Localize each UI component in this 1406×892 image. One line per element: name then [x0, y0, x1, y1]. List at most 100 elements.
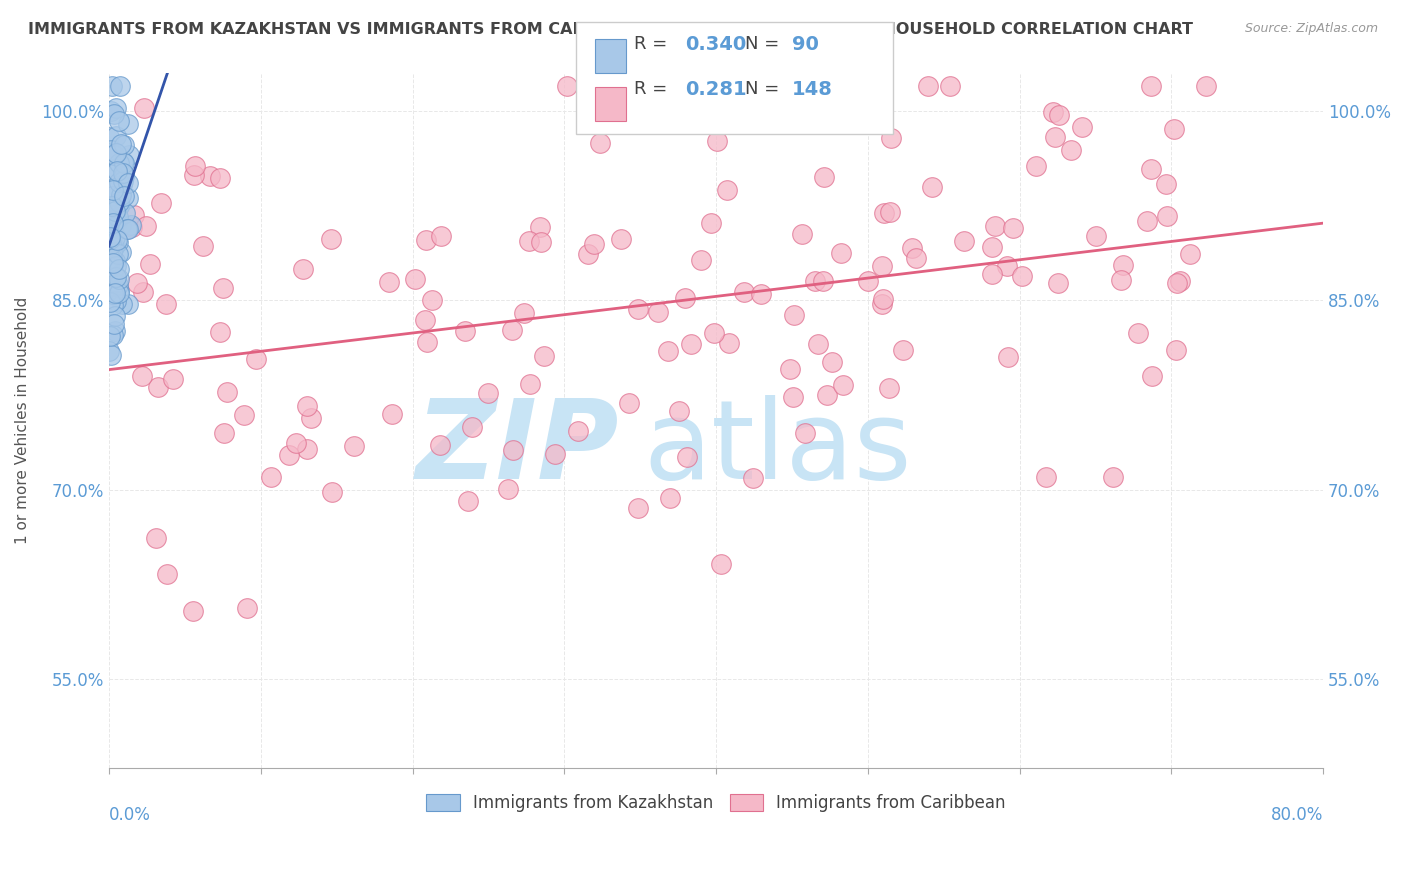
Point: [100, 229, 122, 244]
Point: [1001, 220, 1024, 235]
Point: [125, 276, 148, 290]
Point: [1163, 121, 1185, 136]
Point: [146, 379, 169, 393]
Point: [297, 442, 319, 456]
Point: [101, 78, 124, 93]
Point: [245, 351, 267, 366]
Point: [110, 197, 132, 211]
Point: [107, 211, 129, 225]
Point: [718, 335, 741, 350]
Point: [101, 287, 124, 301]
Point: [135, 219, 157, 233]
Point: [117, 148, 139, 162]
Point: [872, 293, 894, 307]
Point: [108, 194, 131, 209]
Point: [105, 146, 128, 161]
Point: [659, 491, 682, 505]
Point: [1154, 177, 1177, 191]
Text: 0.281: 0.281: [685, 80, 747, 99]
Point: [117, 221, 139, 235]
Point: [111, 174, 134, 188]
Point: [105, 129, 128, 144]
Point: [1043, 129, 1066, 144]
Point: [162, 372, 184, 386]
Point: [100, 199, 122, 213]
Point: [235, 601, 257, 615]
Text: Source: ZipAtlas.com: Source: ZipAtlas.com: [1244, 22, 1378, 36]
Point: [529, 220, 551, 235]
Point: [1047, 107, 1070, 121]
Point: [877, 380, 900, 394]
Point: [101, 216, 124, 230]
Text: atlas: atlas: [643, 394, 911, 501]
Point: [710, 557, 733, 571]
Point: [98, 234, 121, 248]
Point: [103, 148, 125, 162]
Point: [794, 426, 817, 441]
Text: 148: 148: [792, 80, 832, 99]
Point: [110, 244, 132, 259]
Point: [457, 494, 479, 508]
Point: [980, 267, 1002, 281]
Point: [378, 276, 401, 290]
Text: N =: N =: [745, 35, 779, 53]
Point: [984, 219, 1007, 234]
Text: R =: R =: [634, 80, 668, 98]
Point: [997, 350, 1019, 364]
Point: [879, 204, 901, 219]
Point: [100, 232, 122, 246]
Point: [681, 337, 703, 351]
Point: [101, 220, 124, 235]
Point: [588, 136, 610, 151]
Point: [107, 246, 129, 260]
Point: [111, 154, 134, 169]
Point: [104, 309, 127, 323]
Point: [108, 175, 131, 189]
Point: [872, 206, 894, 220]
Point: [381, 408, 404, 422]
Point: [101, 213, 124, 227]
Point: [100, 348, 122, 362]
Point: [212, 425, 235, 440]
Point: [101, 166, 124, 180]
Point: [108, 284, 131, 298]
Point: [98, 343, 121, 358]
Point: [1164, 343, 1187, 357]
Point: [105, 270, 128, 285]
Point: [477, 385, 499, 400]
Point: [1140, 78, 1163, 93]
Point: [103, 240, 125, 254]
Point: [104, 293, 127, 308]
Point: [832, 377, 855, 392]
Point: [181, 604, 204, 618]
Point: [856, 274, 879, 288]
Point: [301, 411, 323, 425]
Point: [995, 259, 1018, 273]
Point: [981, 240, 1004, 254]
Text: 80.0%: 80.0%: [1271, 805, 1323, 824]
Point: [1195, 78, 1218, 93]
Point: [200, 169, 222, 183]
Point: [184, 159, 207, 173]
Point: [617, 396, 640, 410]
Point: [1142, 369, 1164, 384]
Point: [700, 217, 723, 231]
Point: [107, 197, 129, 211]
Point: [101, 189, 124, 203]
Point: [804, 274, 827, 288]
Point: [1156, 209, 1178, 223]
Point: [555, 78, 578, 93]
Point: [121, 220, 143, 235]
Point: [101, 263, 124, 277]
Point: [1035, 470, 1057, 484]
Point: [260, 470, 283, 484]
Point: [519, 376, 541, 391]
Point: [1011, 268, 1033, 283]
Point: [103, 106, 125, 120]
Point: [104, 285, 127, 300]
Point: [921, 180, 943, 194]
Point: [872, 260, 894, 274]
Point: [111, 178, 134, 192]
Point: [404, 272, 426, 286]
Point: [904, 251, 927, 265]
